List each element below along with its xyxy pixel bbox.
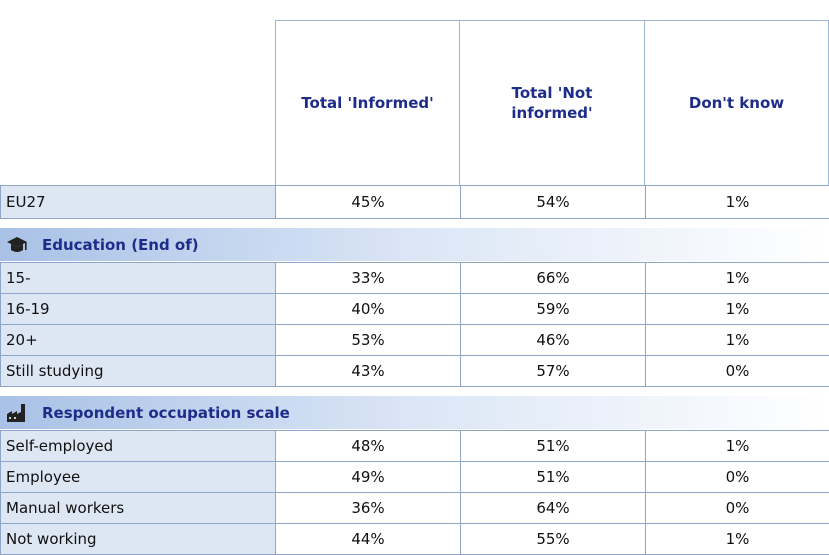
value-cell-text: 55% [536,530,570,548]
value-cell: 36% [276,492,461,524]
value-cell: 54% [461,185,646,219]
row-label-text: EU27 [6,193,46,211]
value-cell: 1% [646,185,829,219]
value-cell-text: 49% [351,468,385,486]
value-cell-text: 1% [725,437,750,455]
value-cell: 49% [276,461,461,493]
row-label-text: 20+ [6,331,38,349]
column-header-text: Total 'Informed' [301,94,434,112]
value-cell: 44% [276,523,461,555]
value-cell: 59% [461,293,646,325]
value-cell-text: 53% [351,331,385,349]
value-cell: 0% [646,355,829,387]
row-label-text: 15- [6,269,31,287]
value-cell: 1% [646,523,829,555]
column-header: Total 'Not informed' [459,20,645,186]
value-cell: 46% [461,324,646,356]
value-cell-text: 59% [536,300,570,318]
value-cell-text: 0% [725,468,750,486]
value-cell: 55% [461,523,646,555]
section-title: Education (End of) [42,235,199,254]
value-cell-text: 54% [536,193,570,211]
value-cell-text: 36% [351,499,385,517]
value-cell: 1% [646,293,829,325]
row-label: Manual workers [0,492,276,524]
value-cell: 66% [461,262,646,294]
value-cell-text: 40% [351,300,385,318]
value-cell-text: 44% [351,530,385,548]
value-cell-text: 1% [725,193,750,211]
row-label: Still studying [0,355,276,387]
row-label: Self-employed [0,430,276,462]
value-cell-text: 1% [725,530,750,548]
value-cell-text: 66% [536,269,570,287]
row-label-text: Not working [6,530,97,548]
value-cell: 40% [276,293,461,325]
value-cell: 0% [646,492,829,524]
row-label: 20+ [0,324,276,356]
column-header-text: Total 'Not informed' [511,84,593,122]
value-cell-text: 57% [536,362,570,380]
row-label-text: Employee [6,468,81,486]
row-label: 16-19 [0,293,276,325]
section-title: Respondent occupation scale [42,403,290,422]
row-label-text: Still studying [6,362,104,380]
value-cell: 51% [461,430,646,462]
value-cell: 1% [646,324,829,356]
value-cell: 64% [461,492,646,524]
value-cell-text: 51% [536,468,570,486]
value-cell: 33% [276,262,461,294]
value-cell-text: 1% [725,300,750,318]
value-cell: 48% [276,430,461,462]
value-cell-text: 46% [536,331,570,349]
value-cell: 51% [461,461,646,493]
row-label: 15- [0,262,276,294]
row-label: EU27 [0,185,276,219]
row-label-text: 16-19 [6,300,50,318]
column-header-text: Don't know [688,94,785,112]
row-label-text: Manual workers [6,499,125,517]
value-cell-text: 0% [725,362,750,380]
column-header: Total 'Informed' [275,20,460,186]
value-cell-text: 1% [725,269,750,287]
value-cell: 53% [276,324,461,356]
value-cell-text: 1% [725,331,750,349]
section-header: Education (End of) [0,228,829,261]
value-cell-text: 43% [351,362,385,380]
column-header: Don't know [644,20,829,186]
value-cell-text: 33% [351,269,385,287]
value-cell-text: 51% [536,437,570,455]
value-cell: 1% [646,430,829,462]
value-cell: 1% [646,262,829,294]
value-cell: 43% [276,355,461,387]
value-cell-text: 45% [351,193,385,211]
value-cell: 0% [646,461,829,493]
value-cell: 57% [461,355,646,387]
value-cell-text: 0% [725,499,750,517]
value-cell: 45% [276,185,461,219]
value-cell-text: 48% [351,437,385,455]
section-header: Respondent occupation scale [0,396,829,429]
row-label: Employee [0,461,276,493]
value-cell-text: 64% [536,499,570,517]
row-label: Not working [0,523,276,555]
row-label-text: Self-employed [6,437,114,455]
